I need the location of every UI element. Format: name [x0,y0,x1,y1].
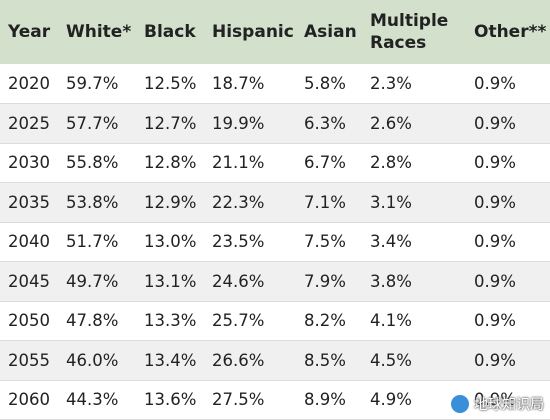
cell-multiple-races: 3.8% [370,271,412,291]
table-row: 2050 47.8% 13.3% 25.7% 8.2% 4.1% 0.9% [0,301,550,341]
table-body: 2020 59.7% 12.5% 18.7% 5.8% 2.3% 0.9% 2025 57.7%… [0,64,550,420]
cell-black: 13.3% [144,311,197,331]
cell-black: 12.9% [144,192,197,212]
table-row: 2030 55.8% 12.8% 21.1% 6.7% 2.8% 0.9% [0,143,550,183]
cell-other: 0.9% [474,271,516,291]
cell-multiple-races: 3.1% [370,192,412,212]
cell-black: 13.1% [144,271,197,291]
cell-asian: 6.3% [304,113,346,133]
cell-multiple-races: 2.6% [370,113,412,133]
cell-hispanic: 23.5% [212,232,265,252]
table-row: 2035 53.8% 12.9% 22.3% 7.1% 3.1% 0.9% [0,182,550,222]
table-row: 2040 51.7% 13.0% 23.5% 7.5% 3.4% 0.9% [0,222,550,262]
header-row: Year White* Black Hispanic Asian Multipl… [0,0,550,64]
cell-hispanic: 21.1% [212,153,265,173]
cell-black: 12.7% [144,113,197,133]
cell-asian: 7.5% [304,232,346,252]
cell-other: 0.9% [474,390,516,410]
cell-asian: 8.5% [304,350,346,370]
watermark-text: 地球知识局 [474,397,544,413]
cell-asian: 7.9% [304,271,346,291]
cell-multiple-races: 3.4% [370,232,412,252]
cell-multiple-races: 2.3% [370,74,412,93]
table-row: 2020 59.7% 12.5% 18.7% 5.8% 2.3% 0.9% [0,64,550,104]
cell-white: 47.8% [66,311,119,331]
cell-black: 12.5% [144,74,197,93]
cell-multiple-races: 2.8% [370,153,412,173]
header-black: Black [144,22,196,42]
cell-asian: 7.1% [304,192,346,212]
cell-year: 2035 [8,192,50,212]
cell-hispanic: 27.5% [212,390,265,410]
cell-year: 2020 [8,74,50,93]
table-header: Year White* Black Hispanic Asian Multipl… [0,0,550,64]
cell-asian: 8.9% [304,390,346,410]
cell-white: 57.7% [66,113,119,133]
cell-hispanic: 25.7% [212,311,265,331]
cell-other: 0.9% [474,350,516,370]
cell-other: 0.9% [474,113,516,133]
cell-other: 0.9% [474,153,516,173]
cell-black: 13.6% [144,390,197,410]
cell-asian: 6.7% [304,153,346,173]
cell-year: 2055 [8,350,50,370]
header-other: Other** [474,22,547,42]
cell-white: 55.8% [66,153,119,173]
table-row: 2055 46.0% 13.4% 26.6% 8.5% 4.5% 0.9% [0,340,550,380]
table-row: 2025 57.7% 12.7% 19.9% 6.3% 2.6% 0.9% [0,103,550,143]
cell-white: 51.7% [66,232,119,252]
header-multiple-races: Multiple Races [370,11,449,53]
cell-year: 2060 [8,390,50,410]
header-asian: Asian [304,22,357,42]
header-hispanic: Hispanic [212,22,294,42]
cell-multiple-races: 4.5% [370,350,412,370]
cell-multiple-races: 4.9% [370,390,412,410]
cell-white: 49.7% [66,271,119,291]
cell-white: 44.3% [66,390,119,410]
cell-hispanic: 18.7% [212,74,265,93]
cell-black: 12.8% [144,153,197,173]
cell-hispanic: 19.9% [212,113,265,133]
cell-white: 53.8% [66,192,119,212]
cell-white: 46.0% [66,350,119,370]
cell-black: 13.4% [144,350,197,370]
cell-year: 2040 [8,232,50,252]
cell-other: 0.9% [474,232,516,252]
cell-white: 59.7% [66,74,119,93]
watermark: 地球知识局 [450,394,544,414]
cell-hispanic: 26.6% [212,350,265,370]
cell-year: 2030 [8,153,50,173]
cell-other: 0.9% [474,311,516,331]
cell-year: 2050 [8,311,50,331]
cell-other: 0.9% [474,192,516,212]
cell-asian: 5.8% [304,74,346,93]
cell-black: 13.0% [144,232,197,252]
cell-year: 2025 [8,113,50,133]
cell-year: 2045 [8,271,50,291]
cell-asian: 8.2% [304,311,346,331]
cell-hispanic: 24.6% [212,271,265,291]
cell-multiple-races: 4.1% [370,311,412,331]
cell-hispanic: 22.3% [212,192,265,212]
header-year: Year [8,22,51,42]
cell-other: 0.9% [474,74,516,93]
watermark-logo-icon [450,394,470,414]
table-row: 2045 49.7% 13.1% 24.6% 7.9% 3.8% 0.9% [0,261,550,301]
header-white: White* [66,22,132,42]
